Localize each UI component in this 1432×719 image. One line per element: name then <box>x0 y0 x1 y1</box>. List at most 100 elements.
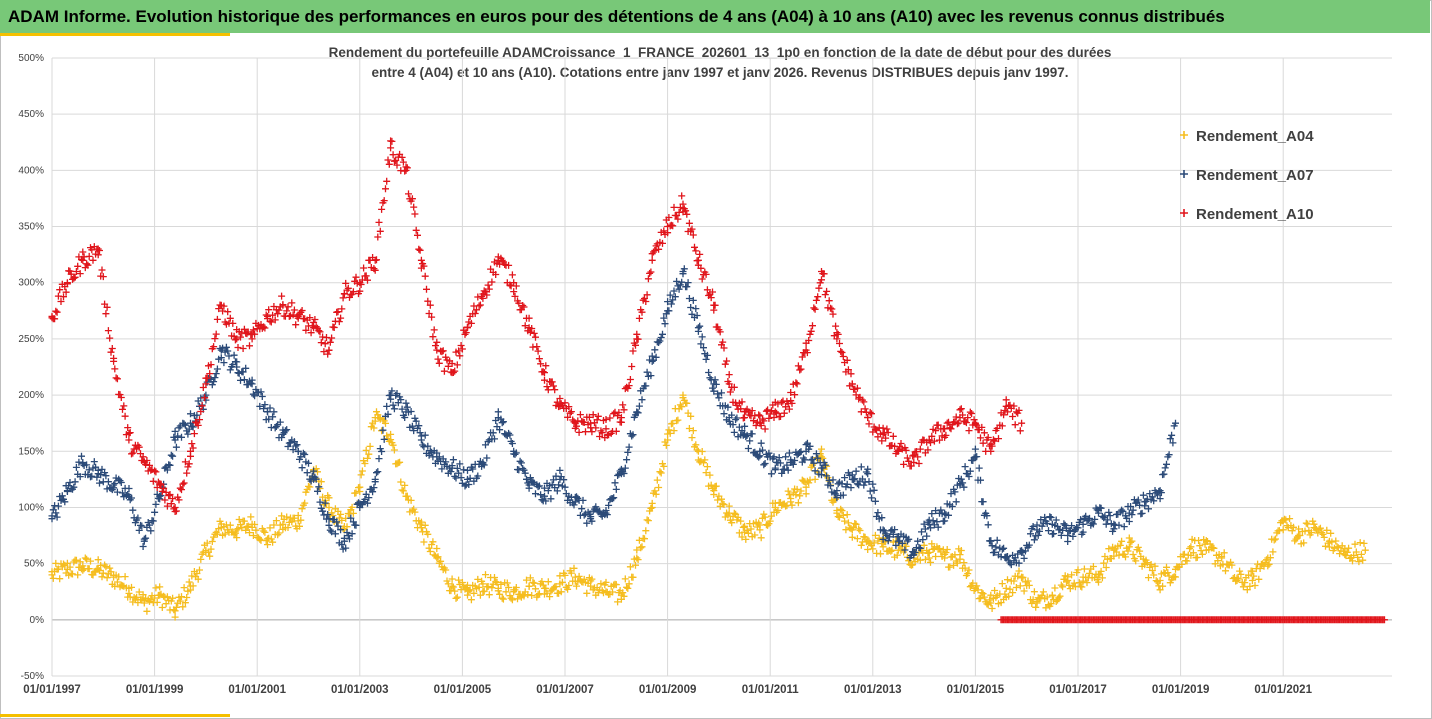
data-point-rendement-a07 <box>785 449 793 457</box>
data-point-rendement-a07 <box>839 491 847 499</box>
data-point-rendement-a04 <box>1187 543 1195 551</box>
data-point-rendement-a04 <box>503 579 511 587</box>
data-point-rendement-a10 <box>375 218 383 226</box>
data-point-rendement-a10 <box>868 410 875 418</box>
data-point-rendement-a10 <box>362 272 370 280</box>
data-point-rendement-a10 <box>203 374 211 382</box>
data-point-rendement-a10 <box>283 307 291 315</box>
data-point-rendement-a07 <box>693 312 701 319</box>
data-point-rendement-a07 <box>550 476 557 484</box>
data-point-rendement-a10 <box>325 346 333 354</box>
x-tick-label: 01/01/2009 <box>639 684 697 696</box>
data-point-rendement-a10 <box>617 414 625 422</box>
data-point-rendement-a10 <box>125 429 133 437</box>
data-point-rendement-a04 <box>256 535 264 543</box>
data-point-rendement-a07 <box>697 340 705 348</box>
data-point-rendement-a07 <box>352 521 360 529</box>
data-point-rendement-a04 <box>534 591 542 599</box>
data-point-rendement-a04 <box>771 504 779 511</box>
data-point-rendement-a07 <box>303 469 311 477</box>
data-point-rendement-a07 <box>96 479 103 487</box>
data-point-rendement-a04 <box>187 582 194 590</box>
data-point-rendement-a07 <box>387 391 395 399</box>
data-point-rendement-a07 <box>703 351 711 359</box>
data-point-rendement-a04 <box>252 526 260 534</box>
data-point-rendement-a04 <box>571 573 579 581</box>
data-point-rendement-a07 <box>611 479 619 487</box>
data-point-rendement-a07 <box>498 419 506 427</box>
data-point-rendement-a10 <box>53 308 61 316</box>
data-point-rendement-a10 <box>399 158 407 166</box>
data-point-rendement-a04 <box>980 593 988 601</box>
data-point-rendement-a07 <box>449 456 457 464</box>
data-point-rendement-a10 <box>166 491 174 498</box>
data-point-rendement-a07 <box>535 482 543 490</box>
data-point-rendement-a04 <box>583 589 591 597</box>
data-point-rendement-a10 <box>585 413 593 421</box>
data-point-rendement-a04 <box>196 566 203 574</box>
title-banner: ADAM Informe. Evolution historique des p… <box>0 0 1430 33</box>
data-point-rendement-a10 <box>556 395 564 402</box>
data-point-rendement-a10 <box>980 429 988 437</box>
data-point-rendement-a07 <box>278 434 286 441</box>
data-point-rendement-a10 <box>275 306 283 314</box>
data-point-rendement-a10 <box>602 416 610 423</box>
data-point-rendement-a04 <box>552 583 560 590</box>
data-point-rendement-a04 <box>433 545 441 552</box>
data-point-rendement-a10 <box>479 290 487 298</box>
data-point-rendement-a07 <box>651 346 659 354</box>
y-tick-label: -50% <box>21 671 44 682</box>
data-point-rendement-a04 <box>452 594 460 602</box>
data-point-rendement-a04 <box>290 514 298 522</box>
data-point-rendement-a10 <box>793 380 801 388</box>
data-point-rendement-a04 <box>1064 577 1072 584</box>
data-point-rendement-a04 <box>1015 567 1023 575</box>
data-point-rendement-a10 <box>725 371 733 379</box>
data-point-rendement-a07 <box>66 479 74 486</box>
data-point-rendement-a04 <box>505 584 513 591</box>
data-point-rendement-a10 <box>883 425 891 433</box>
data-point-rendement-a04 <box>1059 583 1067 591</box>
data-point-rendement-a07 <box>664 307 672 315</box>
data-point-rendement-a07 <box>778 469 786 477</box>
data-point-rendement-a04 <box>838 507 846 515</box>
data-point-rendement-a07 <box>484 438 492 445</box>
data-point-rendement-a04 <box>72 556 80 564</box>
data-point-rendement-a04 <box>588 575 596 583</box>
data-point-rendement-a07 <box>889 530 897 538</box>
data-point-rendement-a04 <box>648 504 656 511</box>
data-point-rendement-a07 <box>213 365 221 373</box>
data-point-rendement-a04 <box>1016 582 1024 590</box>
data-point-rendement-a04 <box>609 588 616 596</box>
data-point-rendement-a07 <box>780 465 788 473</box>
data-point-rendement-a07 <box>796 449 804 456</box>
data-point-rendement-a04 <box>69 570 76 578</box>
data-point-rendement-a10 <box>720 344 728 352</box>
data-point-rendement-a04 <box>887 547 895 555</box>
data-point-rendement-a07 <box>702 355 710 363</box>
data-point-rendement-a04 <box>451 587 459 595</box>
data-point-rendement-a07 <box>256 402 264 410</box>
data-point-rendement-a04 <box>425 544 433 552</box>
data-point-rendement-a04 <box>617 591 625 599</box>
data-point-rendement-a07 <box>1027 530 1034 538</box>
data-point-rendement-a04 <box>512 584 520 591</box>
data-point-rendement-a07 <box>879 526 887 534</box>
data-point-rendement-a04 <box>1251 582 1259 589</box>
data-point-rendement-a04 <box>270 521 278 529</box>
data-point-rendement-a04 <box>514 595 521 603</box>
data-point-rendement-a04 <box>221 530 229 538</box>
data-point-rendement-a07 <box>397 396 405 404</box>
data-point-rendement-a10 <box>561 399 569 407</box>
data-point-rendement-a07 <box>756 447 764 455</box>
data-point-rendement-a07 <box>455 469 463 477</box>
data-point-rendement-a07 <box>892 541 900 549</box>
data-point-rendement-a04 <box>203 539 211 547</box>
data-point-rendement-a04 <box>1025 581 1033 589</box>
data-point-rendement-a07 <box>1160 470 1168 478</box>
legend-marker <box>1180 209 1188 217</box>
data-point-rendement-a10 <box>802 346 810 354</box>
data-point-rendement-a10 <box>266 317 274 325</box>
data-point-rendement-a10 <box>834 330 842 338</box>
data-point-rendement-a04 <box>1286 515 1294 523</box>
